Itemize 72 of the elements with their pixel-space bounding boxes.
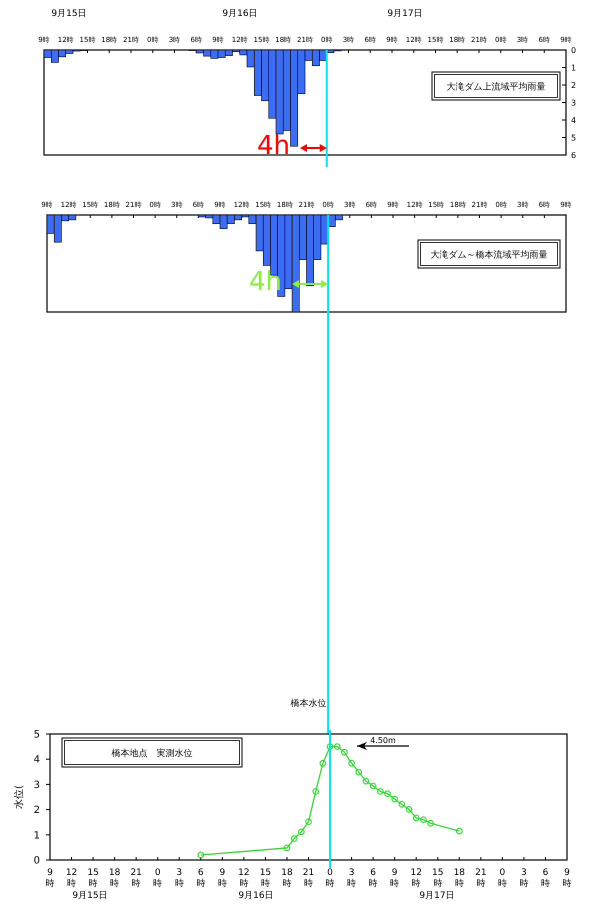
x-tick-label: 21時	[302, 868, 314, 889]
point	[334, 743, 341, 750]
annotation: 4h	[256, 131, 290, 161]
point	[398, 801, 406, 808]
point	[362, 778, 370, 784]
x-tick-label: 3時	[347, 868, 356, 889]
point	[427, 820, 434, 827]
point	[377, 788, 384, 795]
text: 橋本地点 実測水位	[112, 748, 192, 759]
x-tick-label: 3時	[174, 868, 184, 889]
x-tick-label: 6時	[196, 868, 206, 889]
y-axis-title: 水位(	[13, 784, 25, 809]
point	[320, 760, 326, 767]
y-tick-label: 2	[34, 805, 40, 816]
text: 9月15日	[72, 891, 108, 901]
text: 大滝ダム～橋本流域平均雨量	[430, 250, 548, 260]
x-tick-label: 9時	[390, 868, 400, 889]
point	[355, 768, 362, 776]
x-tick-label: 3時	[519, 868, 528, 889]
y-tick-label: 0	[34, 856, 40, 866]
point	[305, 818, 312, 825]
x-tick-label: 21時	[475, 868, 487, 889]
x-tick-label: 6時	[540, 868, 550, 889]
y-tick-label: 2	[571, 81, 576, 90]
point	[370, 782, 376, 790]
x-tick-label: 21時	[130, 868, 142, 889]
point	[406, 806, 412, 813]
point	[326, 743, 334, 750]
x-tick-label: 0時	[153, 868, 162, 889]
text: 9月17日	[387, 9, 423, 19]
x-tick-label: 12時	[238, 868, 250, 889]
text: 大滝ダム上流域平均雨量	[446, 82, 546, 92]
x-tick-label: 18時	[108, 868, 121, 889]
y-tick-label: 3	[571, 98, 576, 108]
y-tick-label: 3	[34, 780, 40, 791]
x-tick-label: 18時	[454, 868, 466, 889]
text: 9月16日	[238, 891, 274, 901]
annotation: 4.50m	[370, 736, 396, 745]
y-tick-label: 5	[34, 730, 40, 740]
y-tick-label: 5	[571, 134, 576, 142]
point	[298, 828, 305, 836]
point	[341, 748, 348, 756]
text: 9月17日	[419, 891, 455, 901]
point	[348, 760, 355, 767]
x-tick-label: 12時	[66, 868, 78, 889]
text: 9月15日	[51, 9, 87, 19]
x-tick-label: 9時	[46, 868, 54, 889]
y-tick-label: 4	[571, 116, 576, 125]
point	[290, 835, 298, 842]
x-tick-label: 12時	[410, 868, 422, 889]
x-tick-label: 6時	[368, 868, 378, 889]
point	[391, 796, 398, 802]
point	[384, 790, 391, 798]
point	[420, 816, 427, 823]
x-tick-label: 15時	[260, 868, 272, 889]
chart-title: 橋本水位	[290, 698, 326, 709]
point	[312, 788, 319, 795]
point	[284, 844, 290, 852]
y-tick-label: 1	[34, 830, 40, 842]
y-tick-label: 0	[571, 46, 576, 55]
point	[412, 814, 420, 822]
y-tick-label: 1	[571, 64, 576, 72]
x-tick-label: 9時	[218, 868, 227, 889]
y-tick-label: 4	[34, 754, 40, 766]
y-tick-label: 6	[571, 151, 576, 160]
x-tick-label: 15時	[87, 868, 99, 889]
x-tick-label: 0時	[326, 868, 335, 889]
x-tick-label: 15時	[432, 868, 444, 889]
x-tick-label: 9時	[562, 868, 572, 889]
x-tick-label: 0時	[498, 868, 507, 889]
x-tick-label: 18時	[281, 868, 293, 889]
text: 9月16日	[222, 9, 258, 19]
